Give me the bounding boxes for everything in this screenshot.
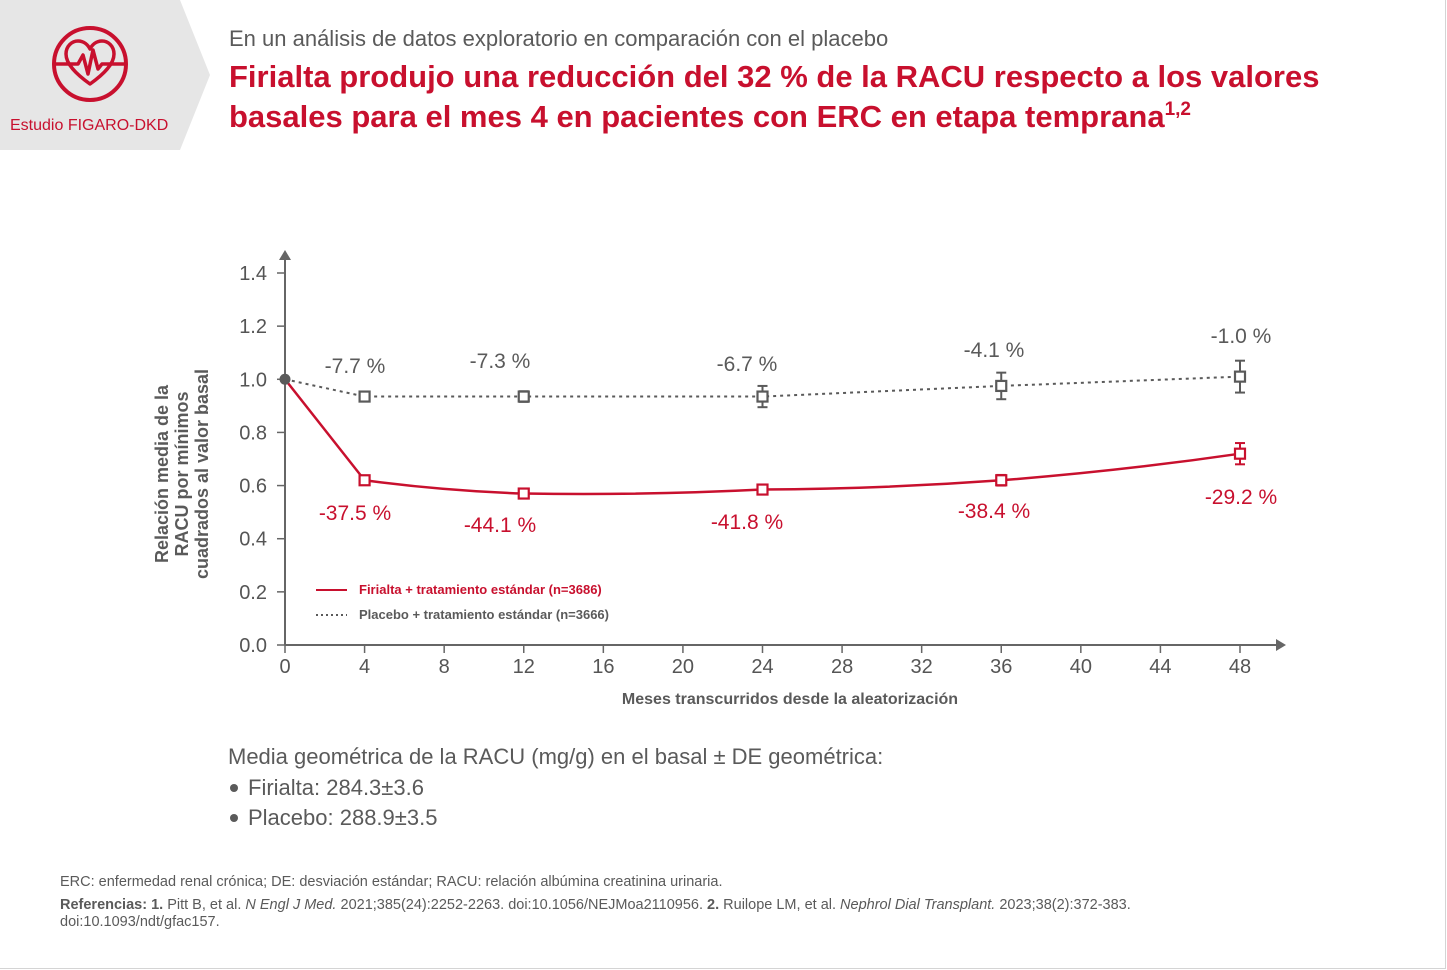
y-tick-label: 0.8 <box>239 422 267 444</box>
x-axis-title: Meses transcurridos desde la aleatorizac… <box>622 691 958 708</box>
ref1-details: 2021;385(24):2252-2263. doi:10.1056/NEJM… <box>340 897 704 913</box>
y-tick-label: 1.0 <box>239 369 267 391</box>
y-tick-label: 0.4 <box>239 529 267 551</box>
data-label: -6.7 % <box>717 353 778 376</box>
footnotes: ERC: enfermedad renal crónica; DE: desvi… <box>60 874 1180 931</box>
y-axis-arrow <box>279 250 291 260</box>
data-label: -1.0 % <box>1211 325 1272 348</box>
page-subtitle: En un análisis de datos exploratorio en … <box>229 26 889 51</box>
abbreviations: ERC: enfermedad renal crónica; DE: desvi… <box>60 874 723 890</box>
data-label: -41.8 % <box>711 511 783 534</box>
x-tick-label: 12 <box>513 656 535 678</box>
ref2-number: 2. <box>707 897 720 913</box>
data-point <box>756 483 769 496</box>
x-tick-label: 28 <box>831 656 853 678</box>
data-label: -38.4 % <box>958 500 1030 523</box>
y-axis-title-line: cuadrados al valor basal <box>192 369 212 579</box>
y-tick-label: 0.0 <box>239 635 267 657</box>
x-tick-label: 32 <box>911 656 933 678</box>
headline-text: Firialta produjo una reducción del 32 % … <box>229 59 1320 134</box>
legend-label-firialta: Firialta + tratamiento estándar (n=3686) <box>359 582 602 597</box>
data-label: -7.3 % <box>470 350 531 373</box>
ref1-journal: N Engl J Med. <box>245 897 337 913</box>
x-tick-label: 0 <box>279 656 290 678</box>
y-tick-label: 0.2 <box>239 582 267 604</box>
x-axis-arrow <box>1276 639 1286 651</box>
data-label: -7.7 % <box>325 355 386 378</box>
data-label: -44.1 % <box>464 514 536 537</box>
y-axis-title: Relación media de laRACU por mínimoscuad… <box>152 369 212 579</box>
ref2-details: 2023;38(2):372-383. doi:10.1093/ndt/gfac… <box>60 897 1131 930</box>
baseline-item-text: Placebo: 288.9±3.5 <box>248 805 438 830</box>
study-badge: Estudio FIGARO-DKD <box>0 0 210 150</box>
page-title: Firialta produjo una reducción del 32 % … <box>229 57 1379 137</box>
y-axis-title-line: RACU por mínimos <box>172 391 192 556</box>
heart-monitor-icon <box>52 26 128 102</box>
data-point <box>1233 447 1247 460</box>
baseline-item-text: Firialta: 284.3±3.6 <box>248 775 424 800</box>
x-tick-label: 36 <box>990 656 1012 678</box>
x-tick-label: 8 <box>439 656 450 678</box>
data-label: -4.1 % <box>964 339 1025 362</box>
data-point <box>995 379 1008 393</box>
x-tick-label: 20 <box>672 656 694 678</box>
data-label: -29.2 % <box>1205 486 1277 509</box>
baseline-info: Media geométrica de la RACU (mg/g) en el… <box>228 744 883 832</box>
data-point <box>756 390 769 403</box>
series-line-placebo <box>284 375 1241 398</box>
references-label: Referencias: <box>60 897 148 913</box>
y-tick-label: 1.2 <box>239 316 267 338</box>
data-point <box>995 474 1008 487</box>
badge-background <box>0 0 210 150</box>
x-tick-label: 44 <box>1149 656 1171 678</box>
ref2-authors: Ruilope LM, et al. <box>723 897 837 913</box>
headline-superscript: 1,2 <box>1164 99 1191 120</box>
baseline-point <box>279 373 291 385</box>
bullet-icon <box>230 784 238 792</box>
references: Referencias: 1. Pitt B, et al. N Engl J … <box>60 897 1180 931</box>
x-tick-label: 16 <box>592 656 614 678</box>
bullet-icon <box>230 814 238 822</box>
y-tick-label: 0.6 <box>239 476 267 498</box>
data-point <box>517 487 530 500</box>
baseline-item: Placebo: 288.9±3.5 <box>228 804 883 832</box>
baseline-item: Firialta: 284.3±3.6 <box>228 774 883 802</box>
data-point <box>1233 370 1247 383</box>
ref1-number: 1. <box>151 897 164 913</box>
x-tick-label: 24 <box>751 656 773 678</box>
data-point <box>358 474 371 487</box>
baseline-info-title: Media geométrica de la RACU (mg/g) en el… <box>228 744 884 769</box>
data-point <box>517 390 530 403</box>
y-tick-label: 1.4 <box>239 263 267 285</box>
data-label: -37.5 % <box>319 502 391 525</box>
x-tick-label: 48 <box>1229 656 1251 678</box>
x-tick-label: 40 <box>1070 656 1092 678</box>
legend-label-placebo: Placebo + tratamiento estándar (n=3666) <box>359 607 609 622</box>
y-axis-title-line: Relación media de la <box>152 384 172 563</box>
badge-label: Estudio FIGARO-DKD <box>10 117 169 134</box>
data-point <box>358 390 371 403</box>
x-tick-label: 4 <box>359 656 370 678</box>
ref1-authors: Pitt B, et al. <box>167 897 242 913</box>
chart-area: 0.00.20.40.60.81.01.21.40 4 8 12 16 20 24 28 32 3… <box>152 250 1286 708</box>
ref2-journal: Nephrol Dial Transplant. <box>840 897 996 913</box>
